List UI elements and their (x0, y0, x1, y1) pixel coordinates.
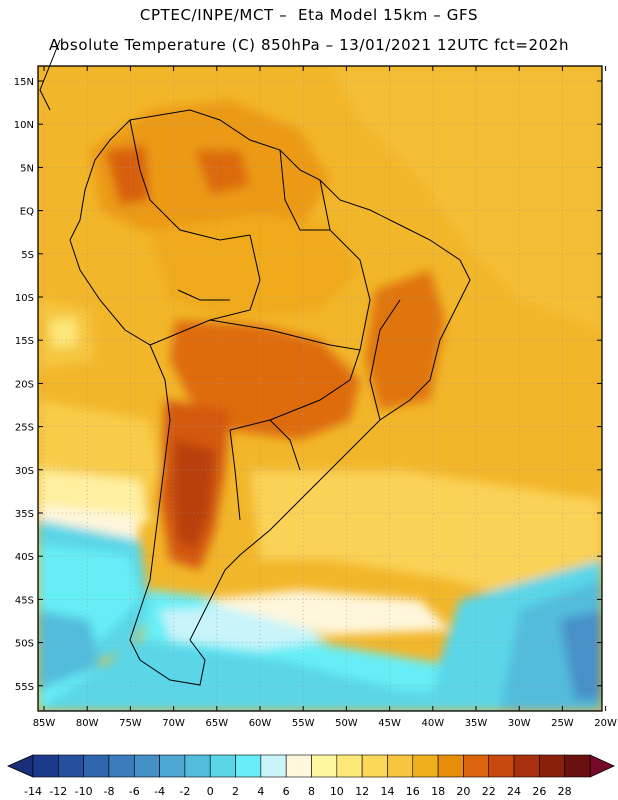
colorbar-label: -6 (129, 785, 140, 798)
colorbar-label: 8 (308, 785, 315, 798)
continent-outline (39, 39, 471, 686)
colorbar-swatch (488, 754, 515, 778)
colorbar-label: 28 (558, 785, 572, 798)
colorbar-over-arrow (589, 754, 615, 778)
lat-label: 20S (15, 379, 34, 390)
colorbar-swatch (311, 754, 338, 778)
colorbar-swatch (209, 754, 236, 778)
colorbar-label: -10 (75, 785, 93, 798)
colorbar-label: -8 (103, 785, 114, 798)
lat-label: 15N (14, 77, 34, 88)
colorbar-label: 24 (507, 785, 521, 798)
lat-label: 5S (21, 250, 34, 261)
colorbar-swatch (361, 754, 388, 778)
lon-label: 80W (76, 718, 99, 729)
lat-label: 50S (15, 639, 34, 650)
lat-label: 25S (15, 423, 34, 434)
lat-label: 30S (15, 466, 34, 477)
colorbar-swatch (437, 754, 464, 778)
colorbar-swatch (285, 754, 312, 778)
colorbar-swatch (108, 754, 135, 778)
colorbar-swatch (83, 754, 110, 778)
lon-label: 25W (551, 718, 574, 729)
lon-label: 70W (162, 718, 185, 729)
lon-label: 55W (292, 718, 315, 729)
colorbar-label: 14 (380, 785, 394, 798)
lat-label: 55S (15, 682, 34, 693)
colorbar-label: 10 (330, 785, 344, 798)
colorbar-label: -12 (49, 785, 67, 798)
lon-label: 65W (205, 718, 228, 729)
colorbar-swatch (159, 754, 186, 778)
colorbar-swatch (184, 754, 211, 778)
colorbar-label: -14 (24, 785, 42, 798)
lat-label: 45S (15, 595, 34, 606)
colorbar-swatch (260, 754, 287, 778)
colorbar-swatch (412, 754, 439, 778)
lon-label: 35W (465, 718, 488, 729)
map-title-line2: Absolute Temperature (C) 850hPa – 13/01/… (48, 36, 570, 54)
colorbar-swatch (336, 754, 363, 778)
colorbar-swatch (32, 754, 59, 778)
lat-label: EQ (20, 207, 34, 218)
lon-label: 50W (335, 718, 358, 729)
colorbar-label: -2 (179, 785, 190, 798)
map-title-line1: CPTEC/INPE/MCT – Eta Model 15km – GFS (139, 6, 479, 24)
lat-label: 10N (14, 120, 34, 131)
lat-label: 35S (15, 509, 34, 520)
colorbar-label: 22 (482, 785, 496, 798)
colorbar-label: 2 (232, 785, 239, 798)
colorbar-label: 26 (532, 785, 546, 798)
axis-ticks: 15N 10N 5N EQ 5S 10S 15S 20S 25S 30S 35S 40S 45S 50S 5… (14, 66, 617, 729)
colorbar-label: -4 (154, 785, 165, 798)
colorbar-label: 4 (257, 785, 264, 798)
colorbar-label: 12 (355, 785, 369, 798)
colorbar: -14 -12 -10 -8 -6 -4 -2 0 2 4 6 8 10 12 14 16 18 20 22 24 26… (7, 754, 615, 798)
colorbar-label: 18 (431, 785, 445, 798)
plot-frame (37, 65, 603, 712)
colorbar-label: 0 (207, 785, 214, 798)
colorbar-swatch (539, 754, 565, 778)
lon-label: 40W (421, 718, 444, 729)
colorbar-swatch (387, 754, 414, 778)
colorbar-label: 20 (456, 785, 470, 798)
lat-label: 10S (15, 293, 34, 304)
lat-label: 40S (15, 552, 34, 563)
colorbar-swatch (513, 754, 540, 778)
lon-label: 45W (378, 718, 401, 729)
colorbar-swatch (133, 754, 160, 778)
colorbar-swatch (463, 754, 490, 778)
lon-label: 75W (119, 718, 142, 729)
colorbar-swatch (564, 754, 591, 778)
lon-label: 85W (33, 718, 56, 729)
lat-label: 15S (15, 336, 34, 347)
lon-label: 30W (508, 718, 531, 729)
lon-label: 20W (594, 718, 617, 729)
colorbar-label: 16 (406, 785, 420, 798)
temperature-field (38, 66, 602, 711)
colorbar-swatch (58, 754, 84, 778)
colorbar-under-arrow (7, 754, 34, 778)
colorbar-swatch (235, 754, 262, 778)
lat-label: 5N (20, 163, 34, 174)
colorbar-label: 6 (283, 785, 290, 798)
lon-label: 60W (249, 718, 272, 729)
